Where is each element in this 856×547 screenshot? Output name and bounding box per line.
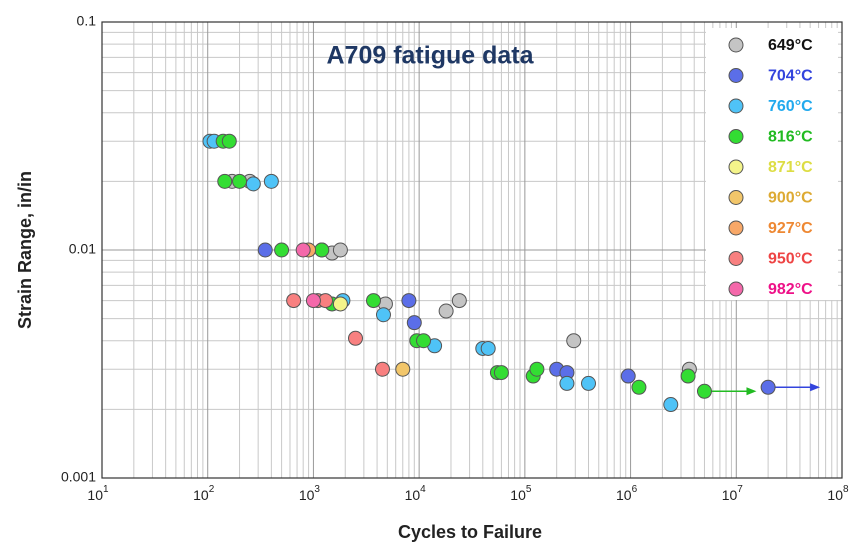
data-point: [305, 293, 321, 309]
data-point: [295, 242, 311, 258]
data-point: [217, 173, 233, 189]
data-point: [395, 361, 411, 377]
x-tick-base: 10: [827, 487, 843, 503]
y-tick-label: 0.1: [77, 13, 97, 29]
legend-label: 950°C: [768, 251, 813, 268]
data-point: [416, 333, 432, 349]
data-point: [314, 242, 330, 258]
data-point: [232, 173, 248, 189]
data-point: [221, 133, 237, 149]
data-point: [263, 173, 279, 189]
plot-frame: [101, 21, 843, 479]
data-point: [581, 375, 597, 391]
data-point: [480, 340, 496, 356]
y-axis-label: Strain Range, in/in: [15, 171, 35, 329]
x-tick-label: 105: [510, 484, 532, 503]
legend-box: [706, 28, 838, 300]
legend-label: 871°C: [768, 159, 813, 176]
legend-marker: [728, 37, 744, 53]
legend-marker: [728, 220, 744, 236]
x-tick-exponent: 7: [737, 484, 743, 495]
x-axis-label: Cycles to Failure: [398, 522, 542, 542]
legend: 649°C 704°C 760°C 816°C 871°C 900°C 927°C 950°C…: [706, 28, 838, 300]
data-point: [375, 307, 391, 323]
data-point: [347, 330, 363, 346]
data-point: [286, 293, 302, 309]
chart-title: A709 fatigue data: [326, 42, 534, 70]
legend-label: 816°C: [768, 129, 813, 146]
legend-label: 760°C: [768, 98, 813, 115]
x-tick-base: 10: [616, 487, 632, 503]
data-point: [631, 379, 647, 395]
data-point: [257, 242, 273, 258]
y-tick-label: 0.01: [69, 241, 96, 257]
x-tick-exponent: 8: [843, 484, 849, 495]
data-point: [451, 293, 467, 309]
data-point: [274, 242, 290, 258]
data-point: [365, 293, 381, 309]
y-tick-label: 0.001: [61, 469, 96, 485]
legend-marker: [728, 68, 744, 83]
legend-marker: [728, 129, 744, 144]
runout-arrow-head: [810, 383, 821, 392]
x-tick-label: 107: [722, 484, 744, 503]
marks: [202, 133, 821, 413]
x-tick-label: 104: [405, 484, 427, 503]
x-tick-base: 10: [510, 487, 526, 503]
x-tick-label: 103: [299, 484, 321, 503]
data-point: [663, 397, 679, 413]
legend-label: 704°C: [768, 68, 813, 85]
data-point: [245, 176, 261, 192]
legend-label: 927°C: [768, 220, 813, 237]
data-point: [374, 361, 390, 377]
data-point: [493, 365, 509, 381]
data-point: [696, 383, 712, 399]
data-point: [332, 242, 348, 258]
legend-marker: [728, 281, 744, 297]
x-tick-exponent: 6: [632, 484, 638, 495]
legend-label: 649°C: [768, 37, 813, 54]
x-tick-label: 106: [616, 484, 638, 503]
x-tick-exponent: 1: [103, 484, 109, 495]
x-tick-label: 101: [87, 484, 109, 503]
legend-label: 982°C: [768, 281, 813, 298]
data-point: [406, 315, 422, 331]
data-point: [559, 375, 575, 391]
data-point: [332, 296, 348, 312]
x-tick-exponent: 5: [526, 484, 532, 495]
legend-marker: [728, 98, 744, 114]
x-tick-base: 10: [299, 487, 315, 503]
data-point: [760, 379, 776, 395]
data-point: [566, 333, 582, 349]
legend-label: 900°C: [768, 190, 813, 207]
data-point: [401, 293, 417, 309]
data-point: [529, 361, 545, 377]
x-tick-label: 108: [827, 484, 849, 503]
x-tick-base: 10: [193, 487, 209, 503]
x-tick-label: 102: [193, 484, 215, 503]
data-point: [620, 368, 636, 384]
data-point: [438, 303, 454, 319]
legend-marker: [728, 159, 744, 175]
x-tick-exponent: 3: [314, 484, 320, 495]
x-tick-exponent: 4: [420, 484, 426, 495]
data-point: [680, 368, 696, 384]
legend-marker: [728, 190, 744, 205]
runout-arrow-head: [746, 387, 757, 396]
x-tick-base: 10: [87, 487, 103, 503]
x-tick-exponent: 2: [209, 484, 215, 495]
x-tick-base: 10: [722, 487, 738, 503]
x-tick-base: 10: [405, 487, 421, 503]
legend-marker: [728, 251, 744, 266]
